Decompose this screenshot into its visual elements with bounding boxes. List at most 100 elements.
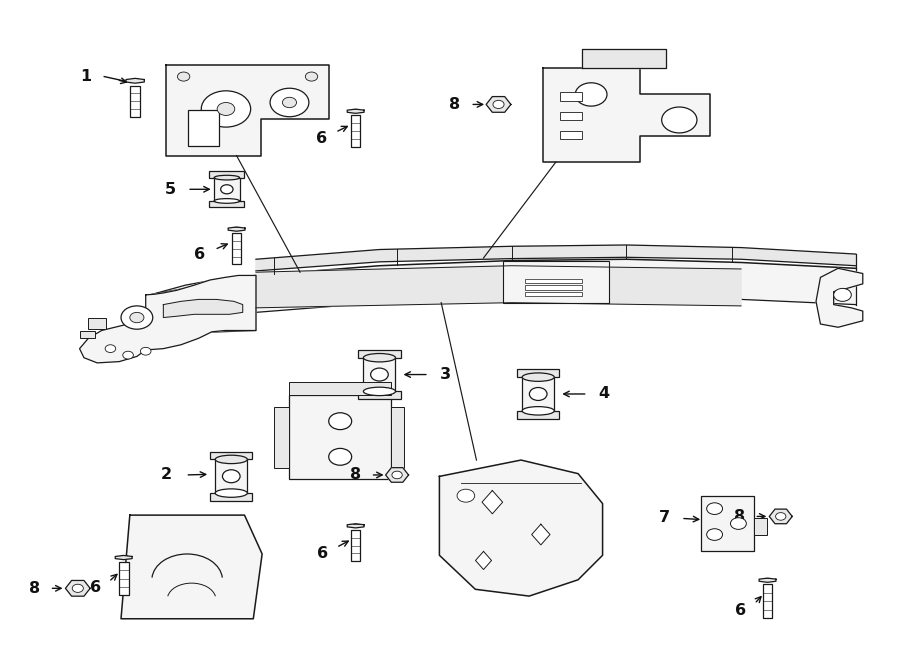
Text: 8: 8 bbox=[29, 581, 40, 596]
Polygon shape bbox=[166, 65, 329, 155]
Polygon shape bbox=[256, 245, 856, 271]
Polygon shape bbox=[482, 490, 503, 514]
Polygon shape bbox=[164, 299, 243, 317]
Bar bbox=[210, 493, 252, 501]
Text: 1: 1 bbox=[80, 69, 91, 84]
Ellipse shape bbox=[364, 354, 395, 362]
Circle shape bbox=[457, 489, 474, 502]
Ellipse shape bbox=[214, 175, 239, 180]
Polygon shape bbox=[126, 79, 144, 83]
Text: 8: 8 bbox=[350, 467, 361, 483]
Bar bbox=[214, 178, 239, 201]
Polygon shape bbox=[150, 276, 256, 334]
Ellipse shape bbox=[215, 455, 248, 463]
Circle shape bbox=[105, 345, 116, 352]
Bar bbox=[215, 459, 248, 493]
Polygon shape bbox=[770, 509, 792, 524]
Polygon shape bbox=[816, 268, 863, 327]
Circle shape bbox=[283, 97, 296, 108]
Bar bbox=[391, 407, 404, 468]
Polygon shape bbox=[385, 468, 409, 483]
Text: 4: 4 bbox=[598, 387, 610, 401]
Bar bbox=[188, 110, 219, 146]
Bar bbox=[364, 358, 395, 391]
Polygon shape bbox=[121, 515, 262, 619]
Bar bbox=[560, 131, 582, 139]
Text: 3: 3 bbox=[440, 367, 451, 382]
Text: 6: 6 bbox=[194, 247, 205, 262]
Bar bbox=[231, 233, 241, 264]
Text: 2: 2 bbox=[160, 467, 172, 483]
Polygon shape bbox=[582, 49, 666, 68]
Bar bbox=[210, 451, 252, 459]
Circle shape bbox=[529, 387, 547, 401]
Bar bbox=[525, 292, 582, 296]
Polygon shape bbox=[543, 68, 710, 162]
Bar bbox=[79, 330, 95, 338]
Text: 7: 7 bbox=[659, 510, 670, 525]
Circle shape bbox=[222, 470, 240, 483]
Polygon shape bbox=[439, 460, 603, 596]
Polygon shape bbox=[115, 555, 132, 560]
Polygon shape bbox=[79, 276, 256, 363]
Polygon shape bbox=[256, 266, 741, 308]
Text: 5: 5 bbox=[165, 182, 176, 197]
Circle shape bbox=[662, 107, 697, 133]
Polygon shape bbox=[347, 524, 364, 528]
Bar bbox=[358, 350, 401, 358]
Circle shape bbox=[122, 351, 133, 359]
Bar bbox=[358, 391, 401, 399]
Bar bbox=[517, 411, 560, 418]
Bar bbox=[525, 279, 582, 283]
Circle shape bbox=[328, 412, 352, 430]
Ellipse shape bbox=[364, 387, 395, 395]
Polygon shape bbox=[229, 227, 245, 231]
Circle shape bbox=[140, 347, 151, 355]
Bar bbox=[522, 377, 554, 411]
Text: 6: 6 bbox=[317, 546, 328, 561]
Ellipse shape bbox=[522, 407, 554, 415]
Bar bbox=[290, 395, 391, 479]
Text: 8: 8 bbox=[734, 509, 745, 524]
Circle shape bbox=[731, 518, 746, 529]
Text: 6: 6 bbox=[316, 131, 327, 145]
Bar bbox=[210, 201, 244, 208]
Bar bbox=[351, 530, 361, 561]
Polygon shape bbox=[486, 97, 511, 112]
Circle shape bbox=[392, 471, 402, 479]
Circle shape bbox=[371, 368, 388, 381]
Bar bbox=[351, 116, 361, 147]
Circle shape bbox=[121, 306, 153, 329]
Circle shape bbox=[220, 184, 233, 194]
Circle shape bbox=[270, 88, 309, 117]
Bar bbox=[560, 92, 582, 100]
Circle shape bbox=[706, 503, 723, 514]
Polygon shape bbox=[66, 580, 90, 596]
Circle shape bbox=[202, 91, 251, 127]
Bar bbox=[525, 285, 582, 290]
Polygon shape bbox=[759, 578, 776, 582]
Circle shape bbox=[493, 100, 504, 108]
Text: 6: 6 bbox=[735, 603, 747, 618]
Text: 8: 8 bbox=[449, 97, 460, 112]
Circle shape bbox=[575, 83, 607, 106]
Polygon shape bbox=[475, 551, 491, 570]
Ellipse shape bbox=[522, 373, 554, 381]
Bar bbox=[290, 382, 391, 395]
Bar bbox=[503, 260, 608, 303]
Bar bbox=[762, 584, 772, 618]
Bar bbox=[119, 562, 129, 596]
Ellipse shape bbox=[214, 198, 239, 204]
Circle shape bbox=[72, 584, 84, 592]
Bar bbox=[130, 86, 140, 117]
Polygon shape bbox=[150, 259, 856, 330]
Circle shape bbox=[833, 288, 851, 301]
Circle shape bbox=[305, 72, 318, 81]
Bar bbox=[88, 317, 106, 329]
Circle shape bbox=[776, 513, 786, 520]
Polygon shape bbox=[532, 524, 550, 545]
Ellipse shape bbox=[215, 489, 248, 497]
Bar bbox=[517, 369, 560, 377]
Circle shape bbox=[177, 72, 190, 81]
Bar bbox=[274, 407, 290, 468]
